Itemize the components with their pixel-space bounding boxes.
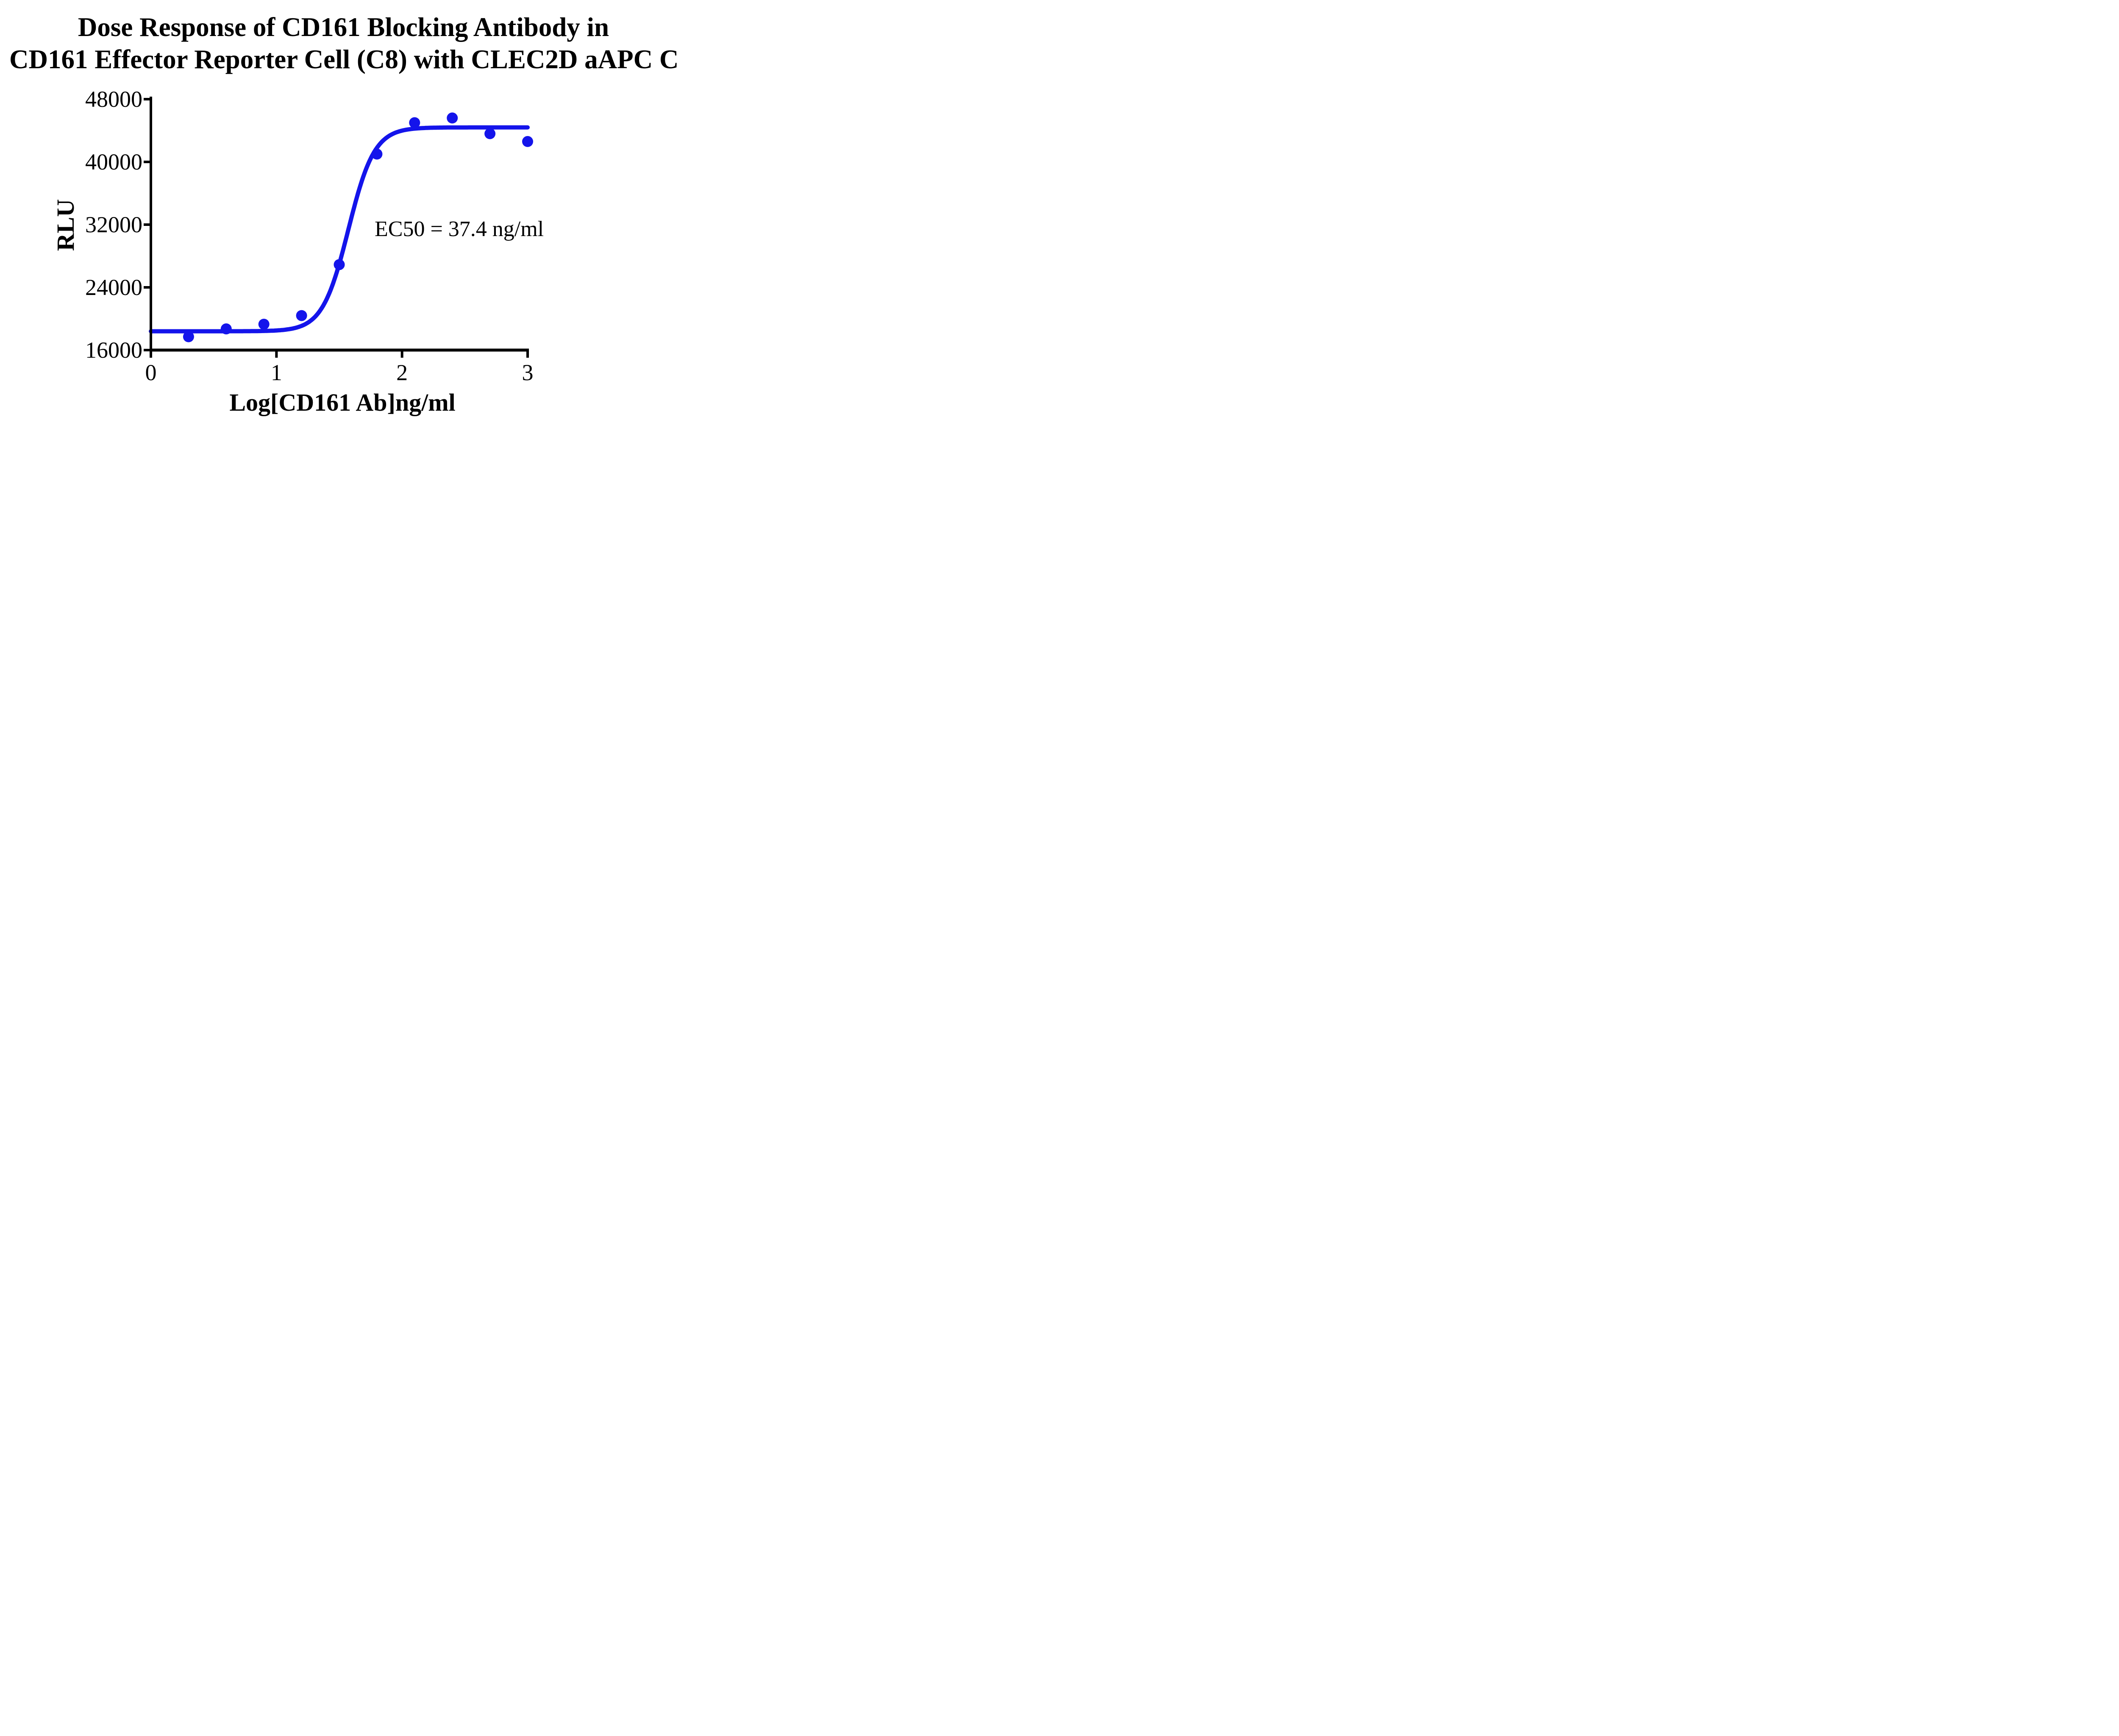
chart-title-line1: Dose Response of CD161 Blocking Antibody… xyxy=(78,12,609,42)
y-tick-label: 40000 xyxy=(85,149,142,175)
y-tick-mark xyxy=(144,349,151,351)
y-tick-mark xyxy=(144,98,151,100)
chart-title-line2: CD161 Effector Reporter Cell (C8) with C… xyxy=(9,45,678,74)
data-point xyxy=(409,117,420,128)
x-tick-mark xyxy=(400,351,403,358)
y-tick-mark xyxy=(144,286,151,289)
dose-response-figure: Dose Response of CD161 Blocking Antibody… xyxy=(0,0,678,434)
data-point xyxy=(258,318,270,330)
data-point xyxy=(484,128,496,139)
x-tick-label: 2 xyxy=(396,360,408,385)
data-point xyxy=(371,148,383,160)
y-tick-marks xyxy=(144,98,151,351)
data-point xyxy=(183,331,194,342)
data-point-layer xyxy=(183,112,533,342)
data-point xyxy=(447,112,458,124)
x-tick-label: 0 xyxy=(145,360,157,385)
y-axis-line xyxy=(150,97,152,358)
x-tick-label: 3 xyxy=(522,360,534,385)
data-point xyxy=(220,323,232,335)
chart-title: Dose Response of CD161 Blocking Antibody… xyxy=(0,11,678,75)
y-tick-label: 24000 xyxy=(85,275,142,300)
plot-area xyxy=(144,97,533,358)
y-tick-label: 16000 xyxy=(85,337,142,363)
x-tick-label: 1 xyxy=(270,360,282,385)
x-tick-mark xyxy=(275,351,278,358)
axes-layer xyxy=(144,97,529,358)
y-tick-mark xyxy=(144,161,151,163)
ec50-annotation: EC50 = 37.4 ng/ml xyxy=(375,217,544,241)
x-axis-title: Log[CD161 Ab]ng/ml xyxy=(229,389,456,416)
x-tick-marks xyxy=(275,351,529,358)
y-tick-label: 32000 xyxy=(85,212,142,237)
data-point xyxy=(296,310,307,321)
x-axis-line xyxy=(150,348,529,352)
data-point xyxy=(522,136,533,147)
y-tick-mark xyxy=(144,223,151,226)
data-point xyxy=(334,259,345,270)
x-tick-mark xyxy=(526,351,529,358)
y-tick-label: 48000 xyxy=(85,86,142,112)
